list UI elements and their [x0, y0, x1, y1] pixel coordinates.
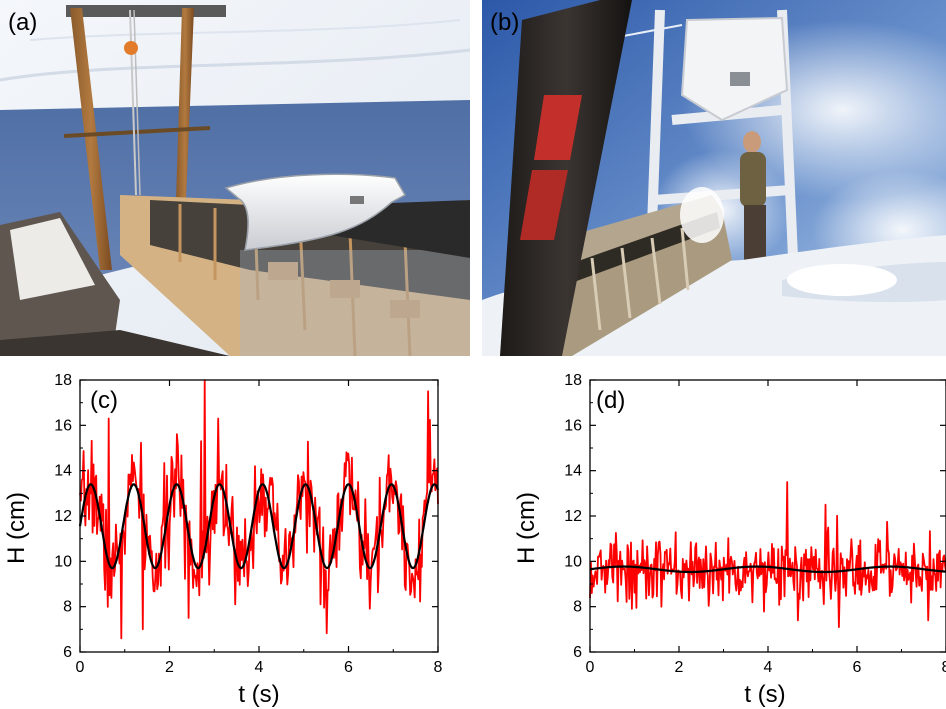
- chart-c-x-axis-label: t (s): [238, 681, 279, 708]
- chart-d: (d) t (s) H (cm) 0 2 4 6 8 6 8 10 12 14 16 18: [513, 372, 946, 708]
- chart-d-x-tick-label: 0: [586, 659, 595, 676]
- chart-c-x-tick-label: 4: [255, 659, 264, 676]
- chart-c-y-tick-label: 16: [54, 417, 72, 434]
- chart-c-plot-area: [78, 379, 440, 640]
- chart-d-series-fit: [589, 565, 946, 574]
- chart-d-y-tick-label: 12: [564, 508, 582, 525]
- chart-c-x-tick-label: 0: [76, 659, 85, 676]
- chart-d-x-tick-label: 2: [675, 659, 684, 676]
- chart-d-x-tick-label: 4: [764, 659, 773, 676]
- chart-d-y-tick-label: 8: [573, 599, 582, 616]
- chart-d-x-tick-label: 8: [942, 659, 946, 676]
- chart-c-y-tick-label: 14: [54, 463, 72, 480]
- chart-d-y-axis-label: H (cm): [513, 492, 540, 564]
- chart-d-y-tick-label: 6: [573, 644, 582, 661]
- chart-c-x-tick-label: 2: [165, 659, 174, 676]
- panel-label-b: (b): [490, 9, 519, 36]
- chart-d-x-axis-label: t (s): [744, 681, 785, 708]
- chart-d-y-tick-label: 18: [564, 372, 582, 389]
- chart-c-y-axis-label: H (cm): [3, 492, 30, 564]
- chart-d-plot-frame: [589, 379, 946, 653]
- chart-c-y-tick-label: 18: [54, 372, 72, 389]
- photo-b: (b): [482, 0, 946, 356]
- chart-c-panel-label: (c): [90, 387, 118, 414]
- chart-c-series-fit: [78, 483, 440, 570]
- chart-c-y-tick-label: 10: [54, 553, 72, 570]
- chart-d-y-tick-label: 10: [564, 553, 582, 570]
- chart-d-x-tick-label: 6: [853, 659, 862, 676]
- chart-c-y-tick-label: 8: [63, 599, 72, 616]
- chart-d-y-tick-label: 14: [564, 463, 582, 480]
- panel-label-a: (a): [8, 9, 37, 36]
- chart-d-plot-area: [589, 481, 946, 628]
- chart-c-y-tick-label: 6: [63, 644, 72, 661]
- chart-c: (c) t (s) H (cm) 0 2 4 6 8 6 8 10 12 14 16 18: [3, 372, 443, 708]
- chart-c-x-tick-label: 6: [344, 659, 353, 676]
- chart-c-x-tick-label: 8: [434, 659, 443, 676]
- chart-c-y-tick-label: 12: [54, 508, 72, 525]
- chart-d-panel-label: (d): [596, 387, 625, 414]
- photo-a: (a): [0, 0, 470, 356]
- chart-d-y-tick-label: 16: [564, 417, 582, 434]
- chart-d-series-measured: [589, 481, 946, 628]
